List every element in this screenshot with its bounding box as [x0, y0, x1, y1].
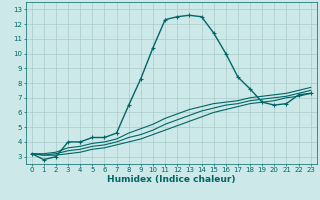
X-axis label: Humidex (Indice chaleur): Humidex (Indice chaleur) — [107, 175, 236, 184]
